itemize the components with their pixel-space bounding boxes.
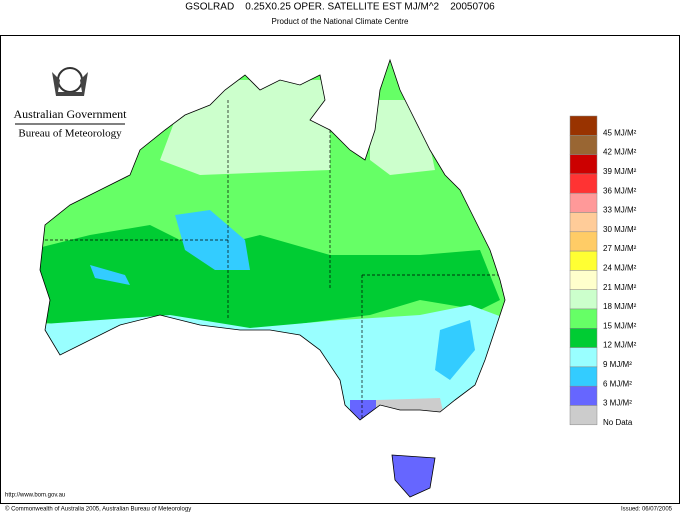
legend-swatch — [569, 405, 598, 426]
legend-swatch — [569, 154, 598, 175]
title: GSOLRAD 0.25X0.25 OPER. SATELLITE EST MJ… — [185, 2, 495, 13]
legend-swatch — [569, 192, 598, 213]
subtitle: Product of the National Climate Centre — [272, 17, 410, 26]
logo-line1: Australian Government — [14, 107, 128, 121]
legend-label: 12 MJ/M² — [603, 341, 637, 350]
footer-issued: Issued: 06/07/2005 — [621, 507, 673, 513]
legend-swatch — [569, 308, 598, 329]
legend-label: 36 MJ/M² — [603, 186, 637, 195]
legend-label: 3 MJ/M² — [603, 399, 632, 408]
footer-copyright: © Commonwealth of Australia 2005, Austra… — [5, 506, 191, 513]
legend-label: 15 MJ/M² — [603, 321, 637, 330]
legend-label: 27 MJ/M² — [603, 244, 637, 253]
legend-label: 33 MJ/M² — [603, 206, 637, 215]
legend-swatch — [569, 135, 598, 155]
legend-label: 6 MJ/M² — [603, 379, 632, 388]
legend-swatch — [569, 115, 598, 136]
legend-label: 24 MJ/M² — [603, 264, 637, 273]
legend-swatch — [569, 289, 598, 310]
legend-label: 39 MJ/M² — [603, 167, 637, 176]
coastline — [39, 58, 506, 421]
legend-swatch — [569, 212, 598, 233]
footer-url: http://www.bom.gov.au — [5, 493, 65, 499]
legend-swatch — [569, 173, 598, 194]
tasmania — [391, 454, 436, 498]
legend-label: 30 MJ/M² — [603, 225, 637, 234]
logo: Australian Government Bureau of Meteorol… — [14, 67, 128, 140]
logo-line2: Bureau of Meteorology — [18, 128, 122, 140]
legend-swatch — [569, 385, 598, 406]
legend-label: 18 MJ/M² — [603, 302, 637, 311]
legend-swatch — [569, 328, 598, 348]
legend-swatch — [569, 231, 598, 252]
legend-swatch — [569, 250, 598, 271]
legend-label: 45 MJ/M² — [603, 128, 637, 137]
legend-swatch — [569, 347, 598, 368]
legend-swatch — [569, 270, 598, 290]
legend: 45 MJ/M² 42 MJ/M² 39 MJ/M² 36 MJ/M² 33 MJ/M²… — [569, 115, 637, 427]
legend-label: 21 MJ/M² — [603, 283, 637, 292]
legend-swatch — [569, 366, 598, 387]
legend-label: 9 MJ/M² — [603, 360, 632, 369]
legend-label: 42 MJ/M² — [603, 148, 637, 157]
legend-label: No Data — [603, 418, 633, 427]
